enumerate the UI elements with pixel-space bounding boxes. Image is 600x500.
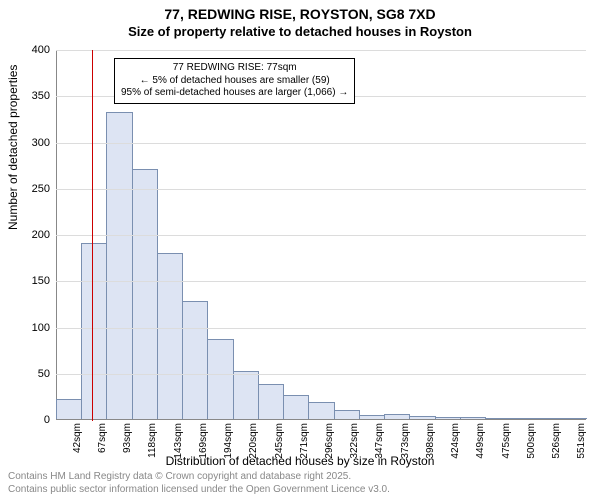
histogram-bar [207,339,233,419]
chart-subtitle: Size of property relative to detached ho… [0,24,600,39]
histogram-bar [384,414,410,419]
y-tick-label: 250 [32,183,50,195]
histogram-bar [157,253,183,420]
chart-container: 77, REDWING RISE, ROYSTON, SG8 7XD Size … [0,0,600,500]
y-tick-label: 300 [32,137,50,149]
histogram-bar [409,416,435,419]
x-tick-label: 118sqm [147,423,158,458]
histogram-bar [535,418,561,419]
histogram-bar [485,418,511,419]
y-tick-label: 350 [32,90,50,102]
gridline [56,328,586,329]
attribution-text: Contains HM Land Registry data © Crown c… [8,471,390,496]
x-axis-label: Distribution of detached houses by size … [0,454,600,468]
histogram-bar [435,417,461,419]
annotation-line: ← 5% of detached houses are smaller (59) [121,75,348,88]
y-tick-label: 100 [32,322,50,334]
histogram-bar [233,371,259,419]
gridline [56,189,586,190]
annotation-line: 95% of semi-detached houses are larger (… [121,87,348,100]
x-tick-label: 93sqm [122,423,133,453]
annotation-line: 77 REDWING RISE: 77sqm [121,62,348,75]
x-tick-label: 67sqm [97,423,108,453]
histogram-bar [359,415,385,419]
y-tick-label: 200 [32,229,50,241]
y-axis-label: Number of detached properties [6,65,20,230]
histogram-bar [132,169,158,419]
histogram-bar [182,301,208,419]
annotation-box: 77 REDWING RISE: 77sqm← 5% of detached h… [114,58,355,104]
x-tick-label: 42sqm [72,423,83,453]
attribution-line: Contains public sector information licen… [8,484,390,497]
attribution-line: Contains HM Land Registry data © Crown c… [8,471,390,484]
gridline [56,281,586,282]
histogram-bar [81,243,107,419]
chart-title: 77, REDWING RISE, ROYSTON, SG8 7XD [0,6,600,22]
histogram-bar [460,417,486,419]
histogram-bar [561,418,587,419]
property-marker-line [92,50,93,421]
gridline [56,143,586,144]
gridline [56,235,586,236]
y-tick-label: 0 [44,414,50,426]
histogram-bar [334,410,360,419]
y-tick-label: 50 [38,368,50,380]
histogram-bar [510,418,536,419]
histogram-bar [308,402,334,419]
histogram-bar [258,384,284,419]
plot-area: 05010015020025030035040042sqm67sqm93sqm1… [56,50,586,420]
histogram-bar [56,399,82,419]
gridline [56,374,586,375]
gridline [56,50,586,51]
y-tick-label: 150 [32,275,50,287]
histogram-bar [283,395,309,419]
y-tick-label: 400 [32,44,50,56]
title-block: 77, REDWING RISE, ROYSTON, SG8 7XD Size … [0,0,600,39]
